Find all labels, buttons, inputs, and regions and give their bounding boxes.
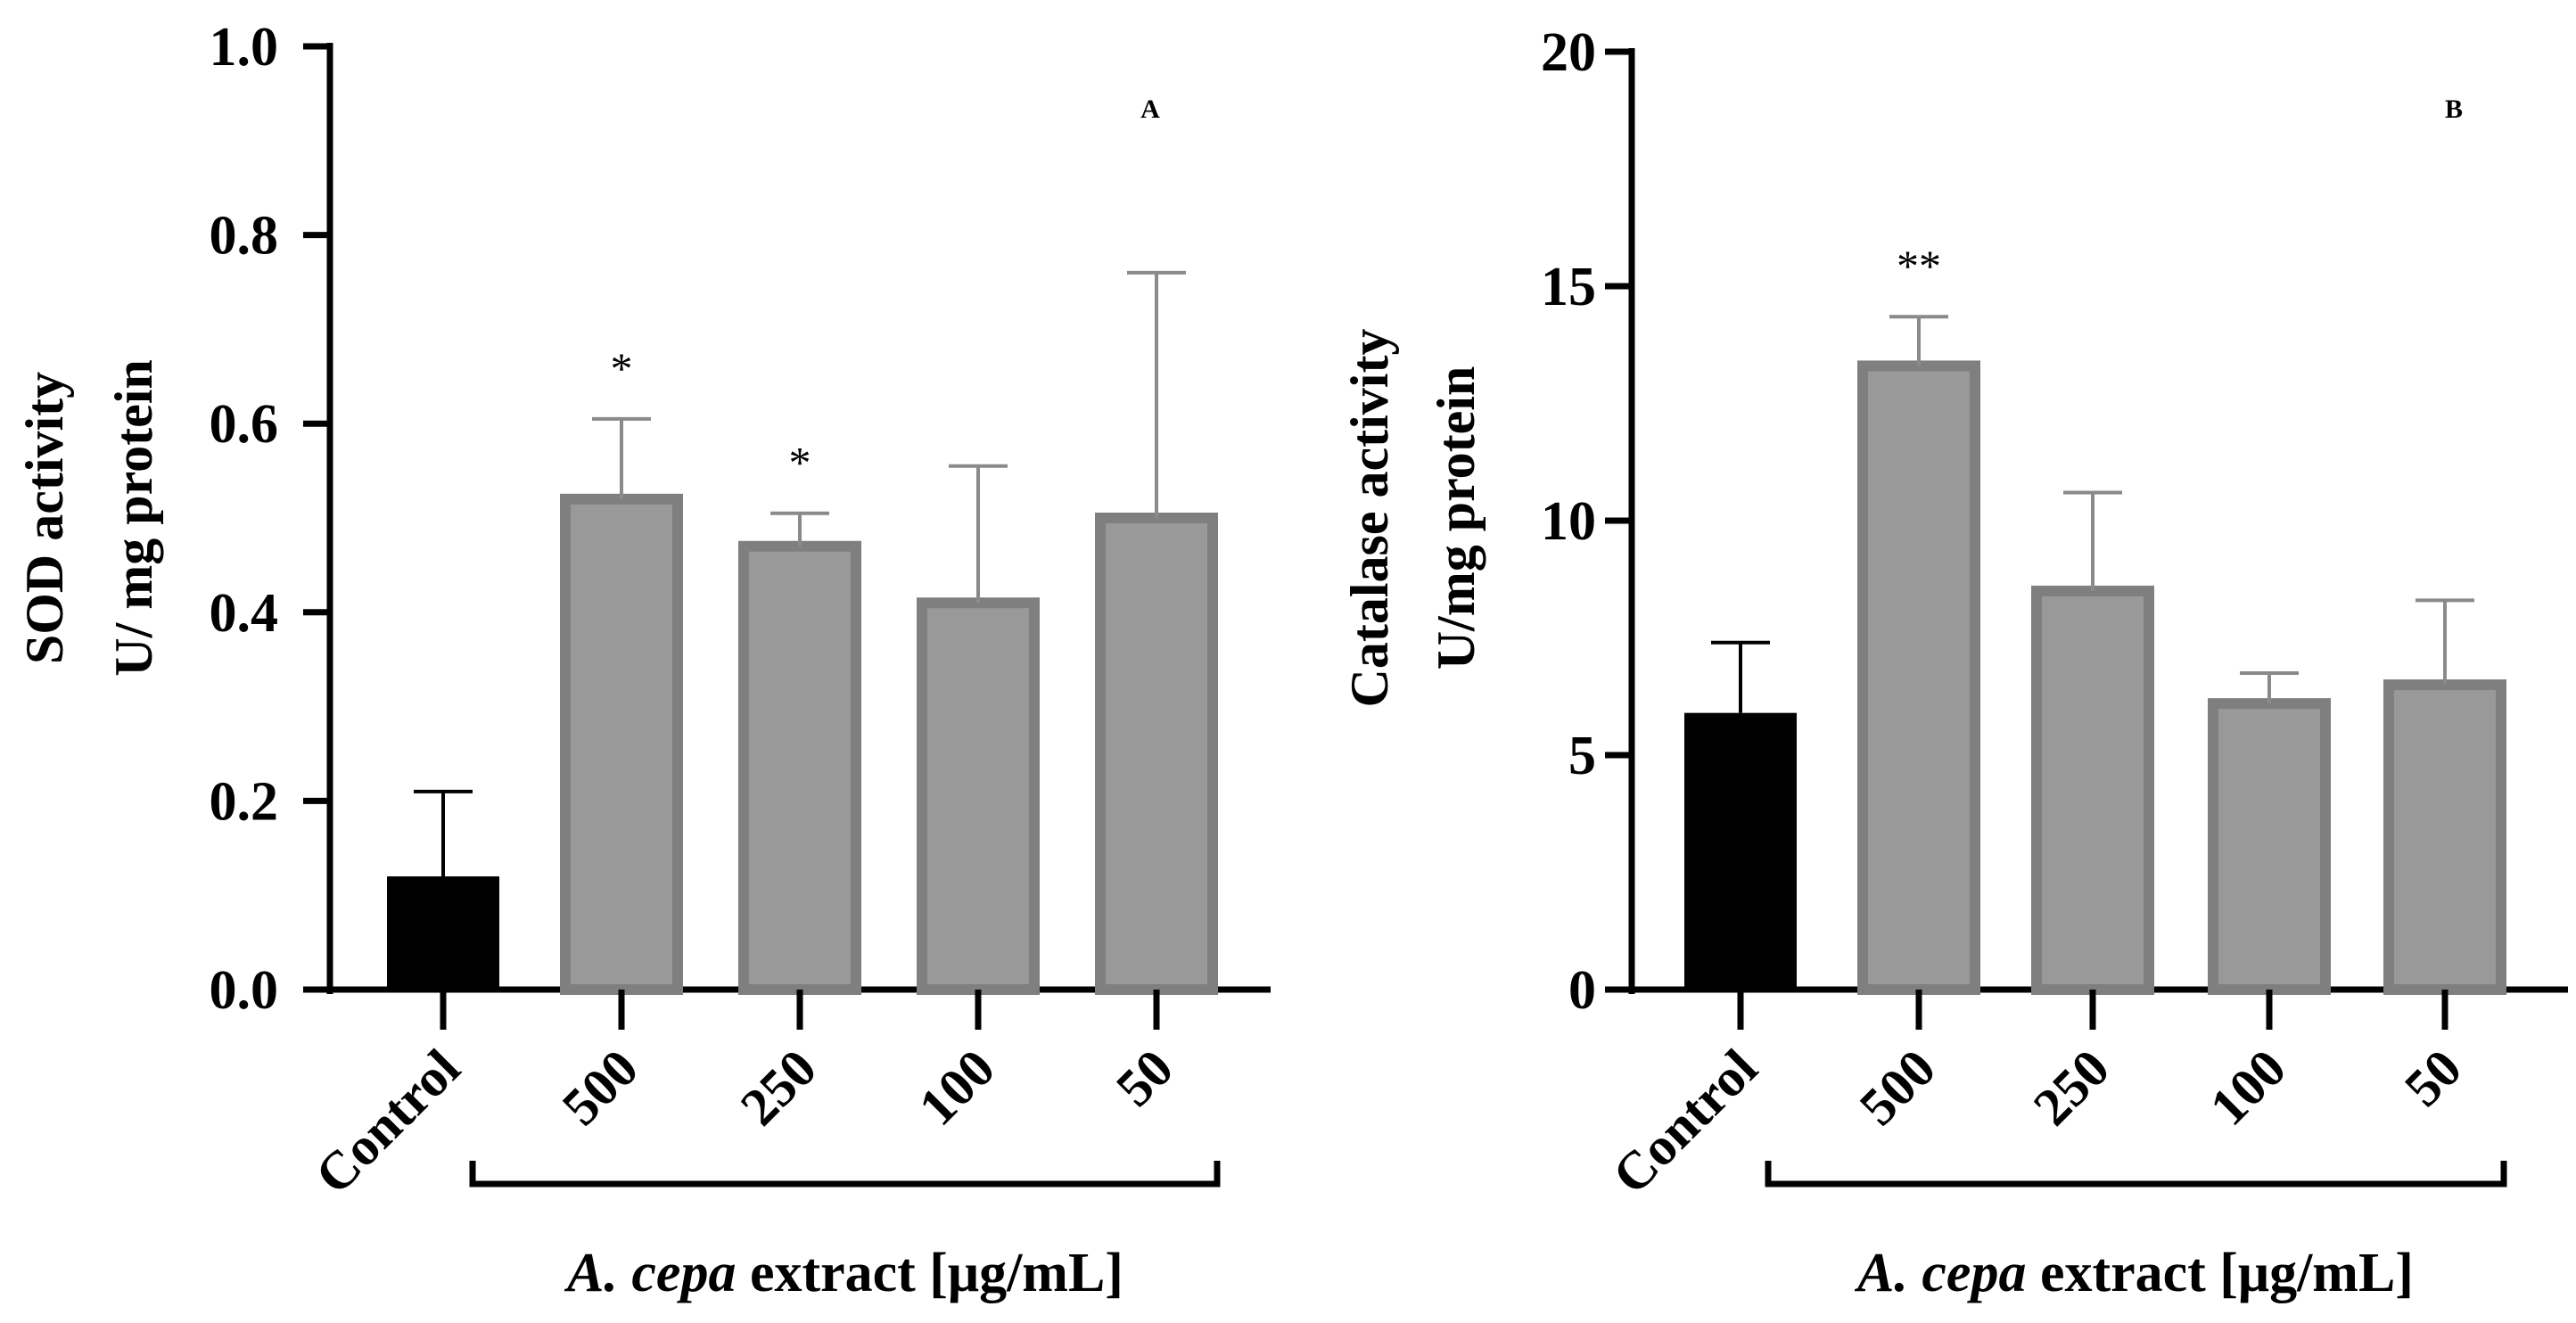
y-tick-label: 0.8 — [210, 206, 279, 267]
group-bracket — [1765, 1161, 2507, 1187]
x-tick-label: 500 — [551, 1039, 649, 1137]
x-tick-label: 250 — [729, 1039, 827, 1137]
group-label-unit: extract [μg/mL] — [2026, 1243, 2414, 1303]
chart-panel-b: 0 5 10 15 20 Catalase activity U/mg protein B Co… — [1340, 22, 2568, 1303]
y-tick-label: 15 — [1541, 257, 1596, 317]
bar — [917, 597, 1040, 995]
group-bracket — [469, 1161, 1221, 1187]
y-tick-label: 0 — [1568, 960, 1596, 1021]
x-tick-label: Control — [1601, 1039, 1768, 1205]
group-bracket-label: A. cepa extract [μg/mL] — [564, 1243, 1123, 1303]
y-tick-label: 0.4 — [210, 583, 279, 644]
x-tick-label: 100 — [2199, 1039, 2297, 1137]
group-label-unit: extract [μg/mL] — [736, 1243, 1123, 1303]
bar — [738, 540, 861, 995]
y-tick-label: 0.6 — [210, 394, 279, 455]
bar — [1095, 513, 1218, 995]
bar — [560, 493, 683, 995]
bar — [2383, 679, 2506, 995]
y-axis-label-unit: U/mg protein — [1427, 366, 1486, 670]
bar — [2031, 585, 2154, 996]
chart-panel-a: 0.0 0.2 0.4 0.6 0.8 1.0 SOD activity U/ mg prot… — [15, 17, 1271, 1303]
bar — [387, 876, 499, 990]
x-tick-label: 250 — [2022, 1039, 2120, 1137]
y-tick-label: 0.0 — [210, 960, 279, 1021]
group-label-species: A. cepa — [1854, 1243, 2026, 1303]
y-axis-label: SOD activity — [15, 372, 74, 664]
bar — [1857, 360, 1980, 996]
x-tick-label: 50 — [2393, 1039, 2473, 1118]
x-tick-label: Control — [304, 1039, 471, 1205]
significance-marker: ** — [1897, 241, 1941, 291]
y-tick-label: 1.0 — [210, 17, 279, 78]
bar — [1684, 712, 1797, 990]
y-tick-label: 20 — [1541, 22, 1596, 83]
x-tick-label: 500 — [1848, 1039, 1946, 1137]
y-tick-label: 0.2 — [210, 771, 279, 832]
y-axis-label-unit: U/ mg protein — [104, 359, 163, 677]
panel-label: A — [1140, 94, 1160, 124]
y-tick-label: 5 — [1568, 726, 1596, 786]
group-bracket-label: A. cepa extract [μg/mL] — [1854, 1243, 2414, 1303]
x-tick-label: 100 — [908, 1039, 1006, 1137]
group-label-species: A. cepa — [564, 1243, 736, 1303]
y-axis-label: Catalase activity — [1340, 329, 1399, 708]
bar — [2208, 698, 2331, 995]
significance-marker: * — [611, 343, 633, 393]
x-tick-label: 50 — [1105, 1039, 1184, 1118]
panel-label: B — [2445, 94, 2463, 124]
significance-marker: * — [789, 438, 811, 488]
y-tick-label: 10 — [1541, 491, 1596, 552]
